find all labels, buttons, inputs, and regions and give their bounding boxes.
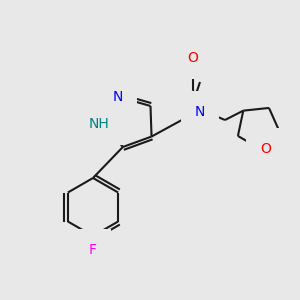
Text: F: F	[89, 243, 97, 257]
Text: N: N	[113, 90, 123, 104]
Text: O: O	[188, 51, 198, 65]
Text: N: N	[195, 105, 205, 119]
Text: NH: NH	[88, 117, 110, 131]
Text: O: O	[260, 142, 271, 156]
